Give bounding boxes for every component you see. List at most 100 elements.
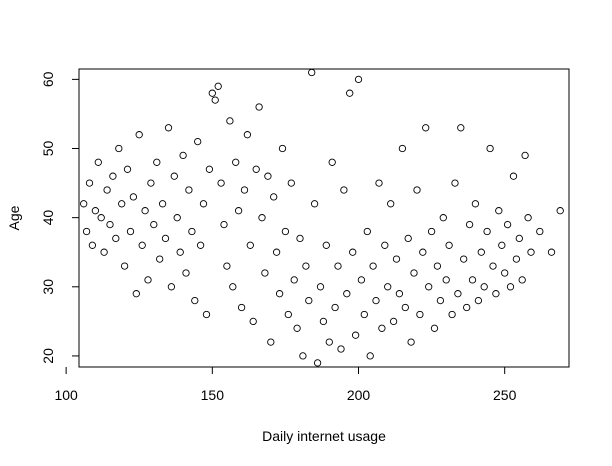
data-point: [305, 296, 313, 305]
data-point: [451, 179, 459, 187]
data-point: [419, 248, 427, 256]
data-point: [378, 324, 386, 332]
data-point: [275, 290, 284, 298]
data-point: [430, 324, 439, 332]
data-point: [343, 290, 351, 298]
data-point: [495, 207, 503, 215]
data-point: [290, 276, 298, 284]
data-point: [118, 200, 126, 208]
data-point: [82, 227, 91, 236]
data-point: [331, 303, 339, 312]
data-point: [217, 179, 225, 187]
data-point: [498, 241, 506, 249]
data-point: [486, 144, 494, 153]
data-point: [80, 200, 88, 208]
data-point: [521, 151, 529, 160]
data-point: [512, 255, 521, 263]
data-point: [506, 283, 515, 291]
data-point: [392, 255, 401, 263]
data-point: [226, 117, 234, 125]
data-point: [448, 310, 456, 319]
data-point: [199, 200, 208, 208]
data-point: [264, 172, 272, 180]
data-point: [202, 310, 211, 319]
data-point: [316, 283, 325, 291]
data-point: [308, 68, 316, 77]
data-point: [287, 179, 295, 187]
data-point: [436, 296, 445, 305]
data-point: [334, 262, 342, 270]
data-point: [302, 262, 310, 270]
data-point: [138, 241, 146, 249]
data-point: [556, 207, 564, 215]
data-point: [144, 276, 152, 284]
data-point: [410, 269, 418, 277]
data-point: [232, 158, 240, 166]
data-point: [395, 290, 404, 298]
data-point: [427, 227, 436, 236]
data-point: [463, 303, 471, 312]
data-point: [229, 283, 237, 291]
data-point: [471, 200, 480, 208]
data-point: [407, 338, 415, 346]
data-point: [524, 214, 532, 222]
data-point: [252, 165, 260, 173]
data-point: [416, 310, 424, 319]
data-point: [518, 276, 526, 284]
data-point: [94, 158, 102, 166]
data-point: [483, 227, 491, 236]
data-point: [293, 324, 301, 332]
data-point: [132, 290, 140, 298]
data-point: [284, 310, 292, 319]
data-point: [120, 262, 129, 270]
data-point: [337, 345, 345, 353]
data-point: [492, 290, 500, 298]
data-point: [278, 144, 287, 153]
data-point: [191, 296, 199, 305]
data-point: [468, 276, 477, 284]
data-point: [474, 296, 483, 305]
y-axis-title: Age: [6, 205, 22, 230]
data-point: [97, 214, 105, 222]
data-point: [433, 262, 442, 270]
data-point: [480, 283, 488, 291]
data-point: [161, 234, 170, 243]
data-point: [150, 220, 158, 229]
data-point: [267, 338, 275, 346]
data-point: [389, 317, 398, 326]
y-tick-label: 30: [40, 279, 56, 295]
data-point: [477, 248, 485, 256]
data-point: [234, 207, 243, 215]
data-point: [258, 214, 266, 222]
data-point: [363, 227, 371, 236]
data-point: [158, 200, 167, 208]
data-point: [153, 158, 161, 166]
x-tick-label: 250: [493, 387, 517, 403]
data-point: [164, 124, 173, 132]
data-point: [126, 227, 135, 236]
data-point: [536, 227, 544, 236]
data-point: [115, 144, 123, 153]
data-point: [106, 220, 114, 229]
data-point: [442, 276, 450, 284]
data-point: [129, 193, 138, 201]
data-point: [457, 124, 465, 132]
data-point: [372, 296, 380, 305]
data-point: [310, 200, 319, 208]
x-tick-label: 150: [201, 387, 225, 403]
data-point: [366, 352, 374, 360]
data-point: [179, 151, 187, 160]
data-point: [123, 165, 132, 173]
data-point: [328, 158, 336, 166]
data-point: [439, 214, 447, 222]
data-point: [340, 186, 348, 194]
data-point: [375, 179, 383, 187]
data-point: [214, 82, 222, 90]
data-point: [445, 241, 453, 249]
data-point: [346, 89, 354, 97]
data-point: [112, 234, 120, 243]
data-point: [243, 131, 252, 139]
data-point: [296, 234, 304, 243]
x-axis: 100 150 200 250 Daily internet usage: [54, 366, 517, 444]
